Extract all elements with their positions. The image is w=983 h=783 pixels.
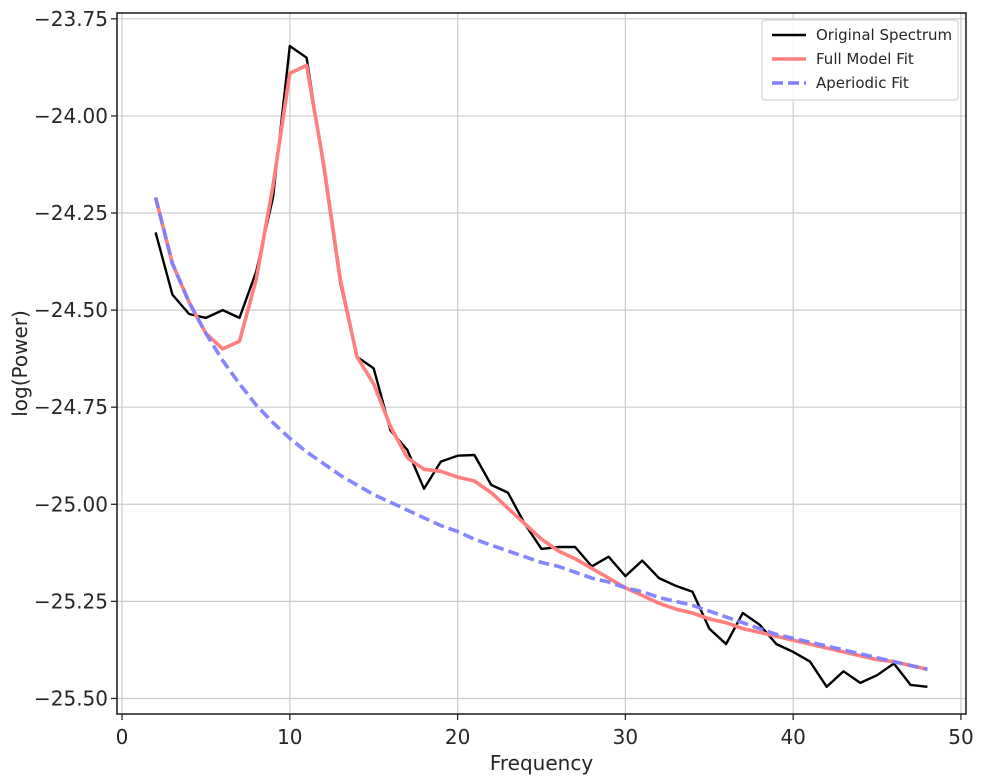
y-tick-label: −24.75 <box>34 395 108 419</box>
y-tick-label: −24.00 <box>34 104 108 128</box>
y-axis-label: log(Power) <box>8 310 32 417</box>
y-tick-label: −25.50 <box>34 686 108 710</box>
x-tick-label: 10 <box>277 725 302 749</box>
axis-ticks: 0 10 20 30 40 50 −23.75 −24.00 −24.25 −24.50 −24.7… <box>34 7 974 749</box>
legend-label: Aperiodic Fit <box>816 74 909 92</box>
x-tick-label: 50 <box>948 725 973 749</box>
legend-label: Original Spectrum <box>816 26 952 44</box>
series-line-full-model-fit <box>153 63 928 672</box>
x-tick-label: 0 <box>116 725 129 749</box>
x-tick-label: 40 <box>780 725 805 749</box>
y-tick-label: −24.25 <box>34 201 108 225</box>
legend-box <box>761 19 959 101</box>
y-tick-label: −25.25 <box>34 589 108 613</box>
series-line-aperiodic-fit <box>153 197 928 672</box>
plot-series <box>153 44 928 688</box>
y-tick-label: −24.50 <box>34 298 108 322</box>
gridlines <box>117 13 966 714</box>
x-tick-label: 20 <box>445 725 470 749</box>
y-tick-label: −23.75 <box>34 7 108 31</box>
legend-label: Full Model Fit <box>816 50 914 68</box>
y-tick-label: −25.00 <box>34 492 108 516</box>
series-line-original-spectrum <box>154 44 928 688</box>
x-axis-label: Frequency <box>490 751 593 775</box>
legend: Original Spectrum Full Model Fit Aperiodic… <box>761 19 959 101</box>
x-tick-label: 30 <box>613 725 638 749</box>
plot-frame <box>116 12 967 715</box>
